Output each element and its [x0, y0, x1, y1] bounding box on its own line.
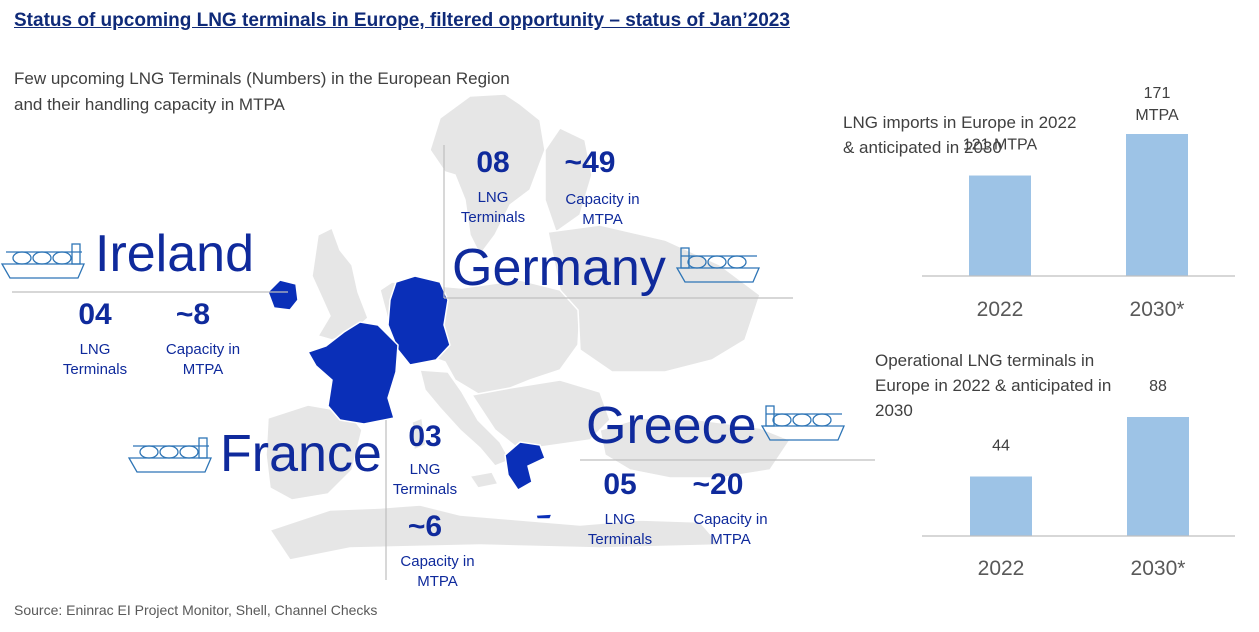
chart2-data-label-2030: 88 [1149, 378, 1167, 395]
map-scandinavia [429, 93, 546, 257]
map-crete [535, 513, 554, 520]
map-north-africa [268, 504, 722, 561]
map-sicily [468, 471, 500, 489]
chart2-bar-2022 [970, 476, 1032, 536]
country-name-ireland: Ireland [95, 225, 254, 283]
chart2-category-2022: 2022 [978, 557, 1025, 580]
ship-icon [760, 405, 845, 441]
map-france [306, 321, 399, 425]
ireland-capacity-label: Capacity in MTPA [165, 341, 241, 378]
france-terminals: 03 [408, 420, 442, 453]
france-capacity: ~6 [407, 510, 443, 543]
chart1-title: LNG imports in Europe in 2022 & anticipa… [843, 113, 1077, 157]
map-greece [504, 441, 546, 491]
germany-terminals-label: LNG Terminals [460, 189, 526, 226]
map-italy [419, 369, 512, 467]
germany-capacity: ~49 [564, 146, 616, 179]
page-subtitle: Few upcoming LNG Terminals (Numbers) in … [14, 69, 510, 114]
source-note: Source: Eninrac EI Project Monitor, Shel… [14, 602, 378, 618]
map-iberia [265, 404, 363, 501]
chart2-data-label-2022: 44 [992, 438, 1010, 455]
ireland-terminals: 04 [78, 298, 112, 331]
greece-terminals: 05 [603, 468, 637, 501]
greece-capacity-label: Capacity in MTPA [693, 511, 768, 548]
map-ireland [267, 279, 299, 311]
chart1-category-2030: 2030* [1130, 298, 1185, 321]
ireland-terminals-label: LNG Terminals [62, 341, 128, 378]
chart1-category-2022: 2022 [977, 298, 1024, 321]
ship-icon [675, 247, 760, 283]
chart1-bar-2030 [1126, 134, 1188, 276]
germany-terminals: 08 [476, 146, 510, 179]
map-germany [387, 275, 451, 366]
chart2-bar-2030 [1127, 417, 1189, 536]
country-name-france: France [220, 425, 382, 483]
page-title: Status of upcoming LNG terminals in Euro… [14, 10, 790, 31]
chart1-data-label-2030: 171 MTPA [1135, 85, 1179, 124]
chart2-category-2030: 2030* [1131, 557, 1186, 580]
france-terminals-label: LNG Terminals [392, 461, 458, 498]
chart1-data-label-2022: 121 MTPA [963, 137, 1038, 154]
map-sardinia [411, 416, 427, 452]
germany-capacity-label: Capacity in MTPA [565, 191, 640, 228]
greece-capacity: ~20 [692, 468, 744, 501]
greece-terminals-label: LNG Terminals [587, 511, 653, 548]
country-name-germany: Germany [452, 239, 666, 297]
map-finland [544, 127, 593, 234]
europe-map [12, 93, 875, 580]
chart2-title: Operational LNG terminals in Europe in 2… [875, 351, 1112, 420]
ship-icon [127, 437, 212, 473]
ship-icon [0, 243, 85, 279]
ireland-capacity: ~8 [175, 298, 211, 331]
chart1-bar-2022 [969, 175, 1031, 276]
map-turkey [599, 417, 792, 479]
france-capacity-label: Capacity in MTPA [400, 553, 475, 590]
country-name-greece: Greece [586, 397, 757, 455]
